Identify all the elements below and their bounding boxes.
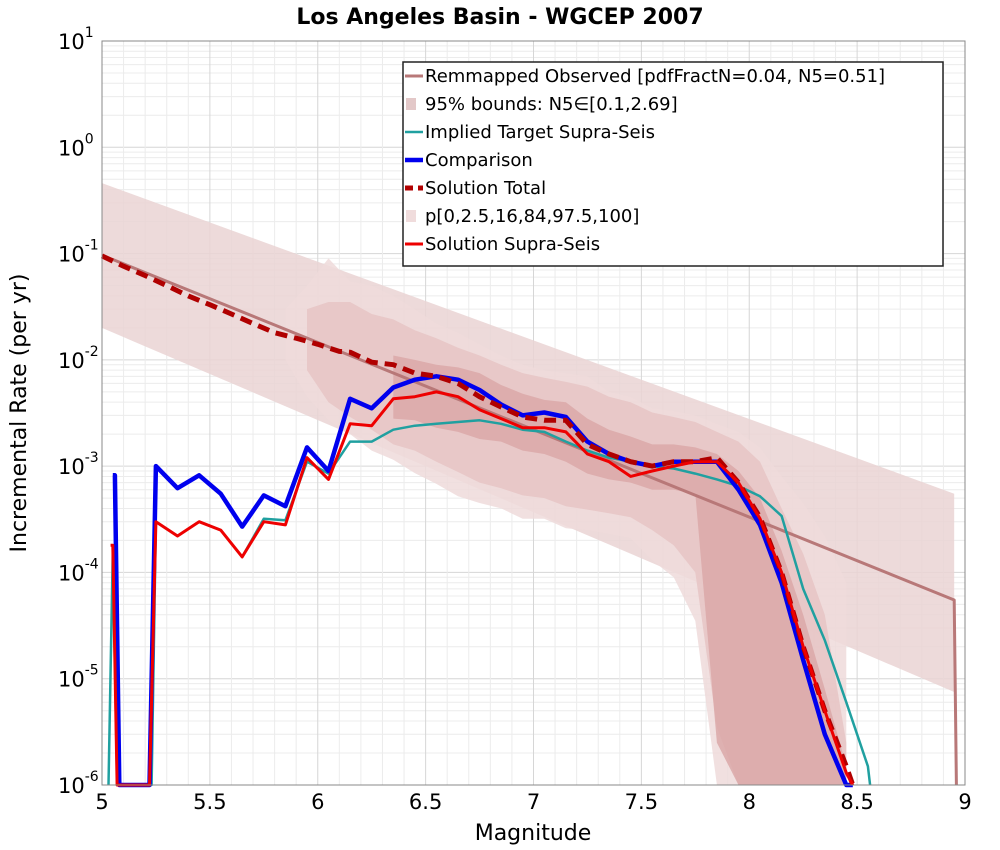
y-tick-exponent: -5 [85,663,99,679]
y-tick-label: 10-1 [58,238,99,267]
x-tick-label: 8 [743,790,756,814]
y-tick-label: 10-2 [58,344,99,373]
x-tick-label: 6 [311,790,324,814]
legend-swatch-5 [406,210,416,222]
x-tick-label: 5.5 [193,790,226,814]
legend-label-5: p[0,2.5,16,84,97.5,100] [425,206,639,227]
legend-label-4: Solution Total [425,178,546,199]
legend-label-2: Implied Target Supra-Seis [425,122,655,143]
chart-title: Los Angeles Basin - WGCEP 2007 [296,5,703,30]
y-tick-exponent: 0 [85,131,94,147]
y-tick-exponent: 1 [85,25,94,41]
legend-label-3: Comparison [425,150,533,171]
y-tick-base: 10 [58,668,85,692]
y-tick-exponent: -4 [85,556,99,572]
legend-label-1: 95% bounds: N5∈[0.1,2.69] [425,94,678,115]
series-line-2 [112,374,853,788]
y-tick-exponent: -1 [85,238,99,254]
y-axis-title: Incremental Rate (per yr) [7,274,32,553]
legend-swatch-1 [406,98,416,110]
y-tick-base: 10 [58,30,85,54]
y-tick-exponent: -2 [85,344,99,360]
plot-frame [101,40,966,786]
x-tick-labels: 5 5.5 6 6.5 7 7.5 8 8.5 9 [95,790,971,814]
y-tick-base: 10 [58,774,85,798]
x-axis-title: Magnitude [475,821,592,846]
series-line-4 [110,390,855,787]
y-tick-base: 10 [58,136,85,160]
y-tick-base: 10 [58,243,85,267]
x-tick-label: 6.5 [409,790,442,814]
x-tick-label: 7 [527,790,540,814]
y-tick-base: 10 [58,349,85,373]
legend: Remmapped Observed [pdfFractN=0.04, N5=0… [402,61,944,267]
y-tick-label: 10-4 [58,556,99,585]
y-tick-label: 10-3 [58,450,99,479]
x-tick-label: 7.5 [625,790,658,814]
series-line-3 [100,253,856,786]
y-tick-exponent: -6 [85,769,99,785]
uncertainty-band-3 [393,355,847,785]
y-tick-label: 10-5 [58,663,99,692]
y-tick-label: 100 [58,131,94,160]
y-tick-exponent: -3 [85,450,99,466]
y-tick-label: 101 [58,25,94,54]
y-tick-base: 10 [58,455,85,479]
legend-label-6: Solution Supra-Seis [425,234,600,255]
series-layer [100,253,958,788]
legend-label-0: Remmapped Observed [pdfFractN=0.04, N5=0… [425,66,885,87]
y-tick-label: 10-6 [58,769,99,798]
x-tick-label: 8.5 [840,790,873,814]
legend-box [402,61,944,267]
x-tick-label: 5 [95,790,108,814]
x-tick-label: 9 [958,790,971,814]
y-tick-base: 10 [58,561,85,585]
